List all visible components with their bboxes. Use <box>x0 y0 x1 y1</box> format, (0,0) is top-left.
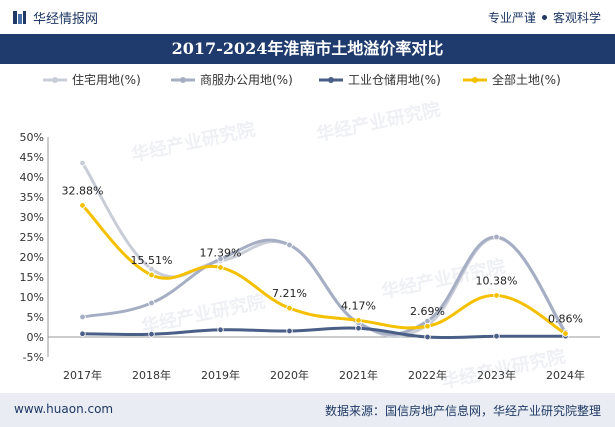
legend-label: 商服办公用地(%) <box>200 73 293 87</box>
y-tick-label: 40% <box>20 171 44 184</box>
logo-text: 华经情报网 <box>33 12 99 27</box>
series-point-2 <box>286 327 293 335</box>
legend-swatch <box>171 76 195 83</box>
series-point-0 <box>79 159 86 167</box>
x-tick-label: 2022年 <box>408 368 447 382</box>
legend-label: 工业仓储用地(%) <box>348 73 441 87</box>
title-bar: 2017-2024年淮南市土地溢价率对比 <box>0 34 615 64</box>
legend-item: 工业仓储用地(%) <box>318 71 441 88</box>
slogan-dot <box>541 15 547 20</box>
series-point-3 <box>286 304 293 312</box>
series-point-0 <box>148 265 155 273</box>
series-point-3 <box>355 317 362 324</box>
legend-label: 全部土地(%) <box>492 73 561 87</box>
x-tick-label: 2023年 <box>477 368 516 382</box>
legend-label: 住宅用地(%) <box>72 73 141 87</box>
series-line-0 <box>81 161 567 338</box>
series-point-3 <box>493 292 500 299</box>
data-label: 17.39% <box>200 246 242 259</box>
footer: www.huaon.com 数据来源：国信房地产信息网，华经产业研究院整理 <box>0 393 615 427</box>
data-label: 10.38% <box>476 274 518 287</box>
series-point-2 <box>79 330 86 337</box>
y-tick-label: 25% <box>20 231 44 244</box>
data-label: 7.21% <box>272 287 307 300</box>
series-point-3 <box>217 264 224 271</box>
y-tick-label: 10% <box>20 291 44 304</box>
legend-item: 住宅用地(%) <box>42 71 141 88</box>
x-tick-label: 2018年 <box>132 368 171 382</box>
x-tick-label: 2021年 <box>339 368 378 382</box>
series-point-2 <box>493 333 500 340</box>
series-point-2 <box>355 325 362 332</box>
y-tick-label: 50% <box>20 131 44 144</box>
series-point-1 <box>424 317 431 325</box>
legend-swatch <box>43 76 67 83</box>
x-tick-label: 2020年 <box>270 368 309 382</box>
top-bar: 华经情报网 专业严谨 客观科学 <box>0 0 615 34</box>
slogan-right: 客观科学 <box>552 11 601 25</box>
legend-item: 商服办公用地(%) <box>170 71 293 88</box>
data-label: 4.17% <box>341 299 376 312</box>
series-point-1 <box>493 233 500 241</box>
data-label: 32.88% <box>62 184 104 197</box>
chart-title: 2017-2024年淮南市土地溢价率对比 <box>171 39 444 58</box>
logo-icon <box>13 11 26 24</box>
slogan: 专业严谨 客观科学 <box>488 9 601 26</box>
series-point-1 <box>286 241 293 249</box>
series-point-3 <box>79 202 86 209</box>
series-point-3 <box>148 271 155 279</box>
series-point-3 <box>562 330 569 337</box>
series-point-2 <box>424 333 431 341</box>
series-point-2 <box>217 326 224 333</box>
x-tick-label: 2017年 <box>63 368 102 382</box>
series-point-1 <box>148 299 155 307</box>
legend-swatch <box>463 76 487 83</box>
series-line-2 <box>81 326 567 340</box>
series-point-2 <box>148 331 155 338</box>
legend-item: 全部土地(%) <box>462 71 561 88</box>
data-label: 2.69% <box>410 305 445 318</box>
data-label: 0.86% <box>548 313 583 326</box>
y-tick-label: 30% <box>20 211 44 224</box>
y-tick-label: 35% <box>20 191 44 204</box>
y-tick-label: 0% <box>27 331 44 344</box>
y-tick-label: 20% <box>20 251 44 264</box>
footer-source: 数据来源：国信房地产信息网，华经产业研究院整理 <box>324 404 601 418</box>
y-tick-label: -5% <box>23 351 44 364</box>
footer-site: www.huaon.com <box>14 402 114 416</box>
y-tick-label: 5% <box>27 311 44 324</box>
logo: 华经情报网 <box>12 8 98 27</box>
line-chart: 50% 45% 40% 35% 30% 25% 20% 15% 10% 5% 0% -5% 2017年 2… <box>20 131 600 382</box>
series-point-1 <box>79 313 86 321</box>
x-tick-label: 2019年 <box>201 368 240 382</box>
data-label: 15.51% <box>131 254 173 267</box>
series-point-1 <box>217 255 224 263</box>
y-tick-label: 15% <box>20 271 44 284</box>
series-point-3 <box>424 323 431 330</box>
y-tick-label: 45% <box>20 151 44 164</box>
legend: 住宅用地(%) 商服办公用地(%) 工业仓储用地(%) 全部土地(%) <box>0 71 615 91</box>
legend-swatch <box>319 76 343 83</box>
slogan-left: 专业严谨 <box>487 11 536 25</box>
x-tick-label: 2024年 <box>546 368 585 382</box>
